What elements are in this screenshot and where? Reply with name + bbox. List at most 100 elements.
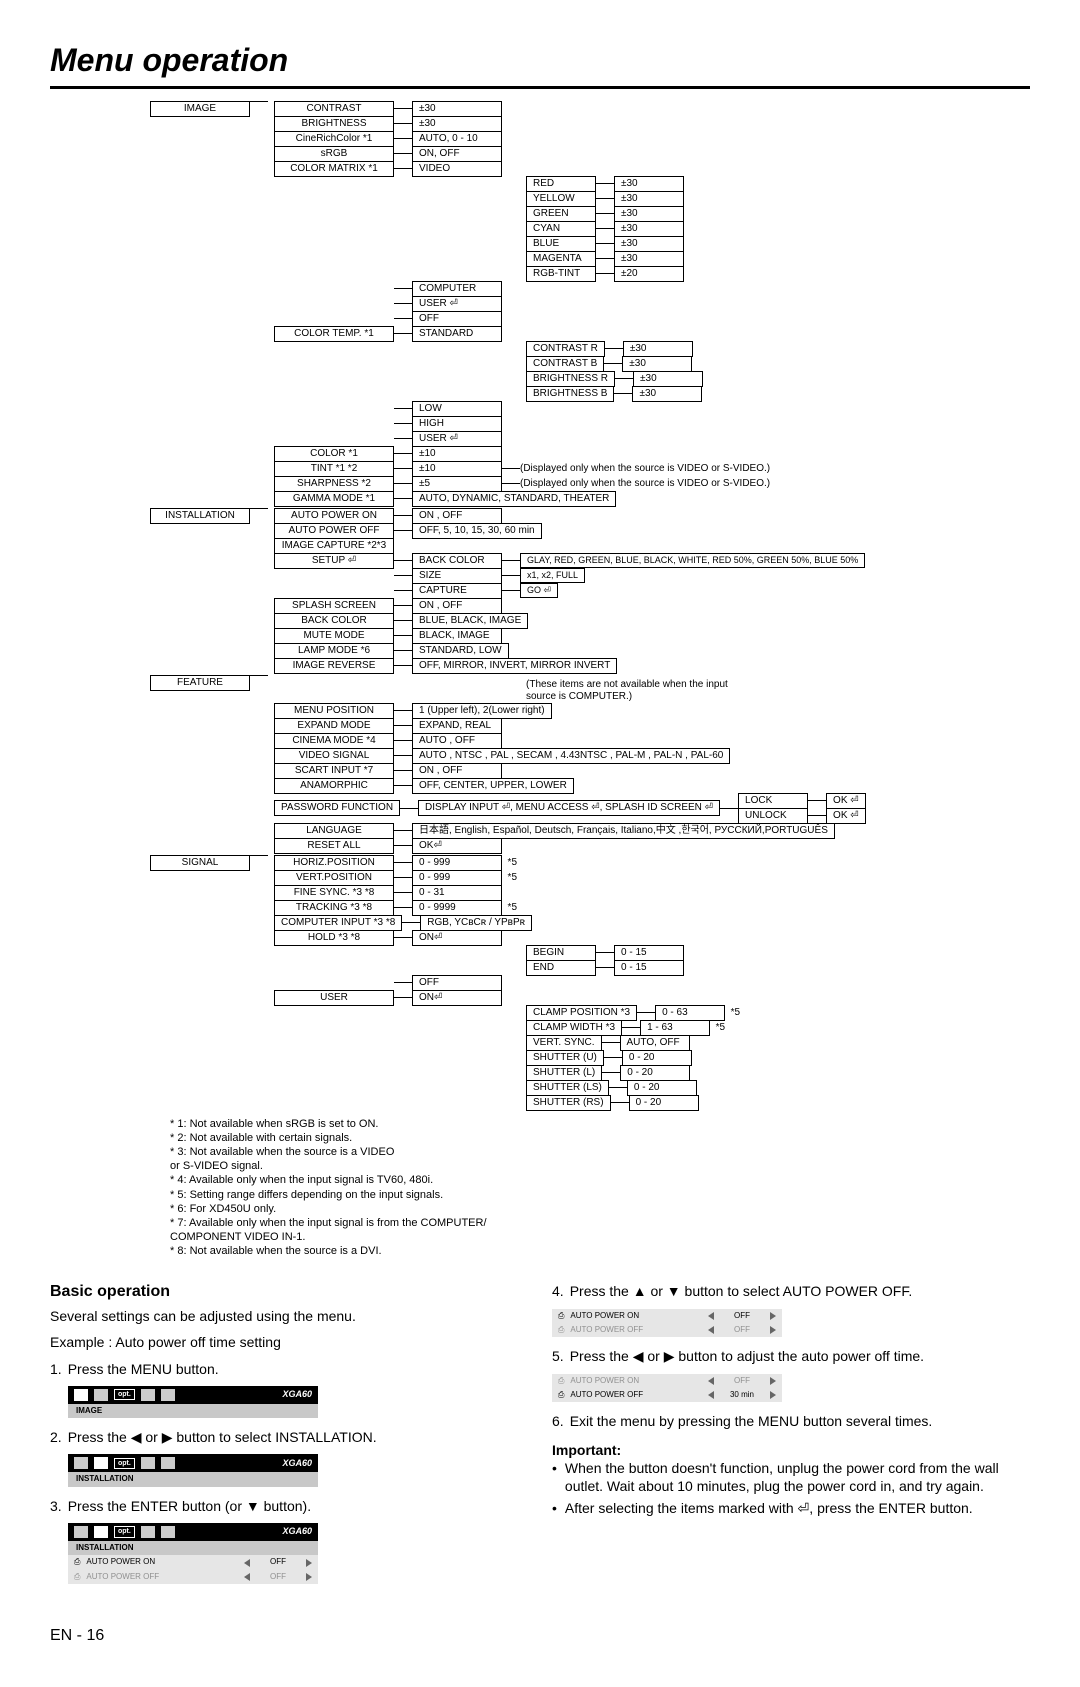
tree-box: ±30: [622, 356, 692, 372]
tree-box: ±30: [614, 176, 684, 192]
left-column: Basic operation Several settings can be …: [50, 1282, 528, 1594]
bullet-1: When the button doesn't function, unplug…: [565, 1459, 1030, 1495]
bullet-2: After selecting the items marked with ⏎,…: [565, 1499, 973, 1517]
tree-box: 0 - 20: [622, 1050, 692, 1066]
tree-box: 0 - 20: [629, 1095, 699, 1111]
tree-box: DISPLAY INPUT ⏎, MENU ACCESS ⏎, SPLASH I…: [418, 800, 720, 816]
tree-box: VIDEO SIGNAL: [274, 748, 394, 764]
tree-box: FINE SYNC. *3 *8: [274, 885, 394, 901]
tree-box: RGB, YCʙCʀ / YPʙPʀ: [420, 915, 532, 931]
tree-box: OK ⏎: [826, 808, 866, 824]
tree-box: CONTRAST: [274, 101, 394, 117]
menu-figure-5: ⎙AUTO POWER ONOFF ⎙AUTO POWER OFF30 min: [552, 1374, 782, 1403]
step-6: Exit the menu by pressing the MENU butto…: [570, 1412, 933, 1430]
tree-box: BLUE: [526, 236, 596, 252]
tree-box: LOCK: [738, 793, 808, 809]
tree-box: CLAMP POSITION *3: [526, 1005, 637, 1021]
intro-1: Several settings can be adjusted using t…: [50, 1307, 528, 1325]
step-2: Press the ◀ or ▶ button to select INSTAL…: [68, 1428, 377, 1446]
tree-box: SIZE: [412, 568, 502, 584]
tree-box: STANDARD, LOW: [412, 643, 509, 659]
tree-box: ±30: [614, 236, 684, 252]
tree-box: GAMMA MODE *1: [274, 491, 394, 507]
tree-box: OFF: [412, 311, 502, 327]
tree-box: CONTRAST R: [526, 341, 605, 357]
step-5: Press the ◀ or ▶ button to adjust the au…: [570, 1347, 924, 1365]
tree-box: 0 - 9999: [412, 900, 502, 916]
tree-box: 0 - 15: [614, 945, 684, 961]
important-heading: Important:: [552, 1441, 1030, 1459]
tree-box: GLAY, RED, GREEN, BLUE, BLACK, WHITE, RE…: [520, 553, 865, 568]
tree-box: COMPUTER INPUT *3 *8: [274, 915, 402, 931]
menu-figure-3: opt. XGA60 INSTALLATION ⎙AUTO POWER ONOF…: [68, 1523, 318, 1584]
footnotes: * 1: Not available when sRGB is set to O…: [150, 1118, 1030, 1259]
tree-box: 日本語, English, Español, Deutsch, Français…: [412, 823, 835, 839]
tree-box: OFF, 5, 10, 15, 30, 60 min: [412, 523, 542, 539]
tree-box: INSTALLATION: [150, 508, 250, 524]
tree-box: ±20: [614, 266, 684, 282]
tree-box: 1 (Upper left), 2(Lower right): [412, 703, 552, 719]
basic-heading: Basic operation: [50, 1282, 528, 1303]
tree-box: PASSWORD FUNCTION: [274, 800, 400, 816]
tree-box: OK ⏎: [826, 793, 866, 809]
tree-box: ±5: [412, 476, 502, 492]
tree-box: COMPUTER: [412, 281, 502, 297]
tree-box: BLUE, BLACK, IMAGE: [412, 613, 528, 629]
tree-box: BACK COLOR: [274, 613, 394, 629]
tree-box: SPLASH SCREEN: [274, 598, 394, 614]
menu-figure-1: opt. XGA60 IMAGE: [68, 1386, 318, 1418]
tree-box: 0 - 999: [412, 870, 502, 886]
tree-box: ±30: [614, 221, 684, 237]
tree-box: RED: [526, 176, 596, 192]
tree-box: END: [526, 960, 596, 976]
tree-box: VERT. SYNC.: [526, 1035, 602, 1051]
tree-box: VIDEO: [412, 161, 502, 177]
tree-box: SHUTTER (RS): [526, 1095, 611, 1111]
tree-box: HIGH: [412, 416, 502, 432]
tree-box: 0 - 999: [412, 855, 502, 871]
tree-box: ±30: [614, 206, 684, 222]
tree-box: BRIGHTNESS: [274, 116, 394, 132]
step-4: Press the ▲ or ▼ button to select AUTO P…: [570, 1282, 913, 1300]
tree-box: CAPTURE: [412, 583, 502, 599]
tree-box: OFF, MIRROR, INVERT, MIRROR INVERT: [412, 658, 617, 674]
tree-box: ±10: [412, 461, 502, 477]
tree-box: ON , OFF: [412, 763, 502, 779]
tree-box: ±30: [412, 101, 502, 117]
tree-box: 0 - 20: [627, 1080, 697, 1096]
tree-box: SHUTTER (U): [526, 1050, 604, 1066]
step-3: Press the ENTER button (or ▼ button).: [68, 1497, 311, 1515]
tree-box: ±30: [412, 116, 502, 132]
tree-box: LANGUAGE: [274, 823, 394, 839]
tree-box: ±30: [614, 191, 684, 207]
tree-box: ON , OFF: [412, 598, 502, 614]
tree-box: MENU POSITION: [274, 703, 394, 719]
tree-box: 0 - 20: [620, 1065, 690, 1081]
tree-box: LAMP MODE *6: [274, 643, 394, 659]
tree-box: YELLOW: [526, 191, 596, 207]
tree-box: SETUP ⏎: [274, 553, 394, 569]
tree-box: 0 - 15: [614, 960, 684, 976]
tree-box: ±30: [632, 386, 702, 402]
tree-box: BLACK, IMAGE: [412, 628, 502, 644]
tree-box: BRIGHTNESS R: [526, 371, 615, 387]
tree-box: AUTO, OFF: [620, 1035, 690, 1051]
tree-box: 0 - 63: [655, 1005, 725, 1021]
menu-figure-4: ⎙AUTO POWER ONOFF ⎙AUTO POWER OFFOFF: [552, 1309, 782, 1338]
menu-figure-2: opt. XGA60 INSTALLATION: [68, 1454, 318, 1486]
tree-box: RESET ALL: [274, 838, 394, 854]
tree-box: 0 - 31: [412, 885, 502, 901]
tree-box: ANAMORPHIC: [274, 778, 394, 794]
tree-box: USER ⏎: [412, 431, 502, 447]
tree-box: AUTO POWER OFF: [274, 523, 394, 539]
tree-box: UNLOCK: [738, 808, 808, 824]
tree-box: TRACKING *3 *8: [274, 900, 394, 916]
tree-box: sRGB: [274, 146, 394, 162]
tree-box: FEATURE: [150, 675, 250, 691]
tree-box: CINEMA MODE *4: [274, 733, 394, 749]
page-title: Menu operation: [50, 40, 1030, 89]
tree-box: COLOR *1: [274, 446, 394, 462]
tree-box: AUTO POWER ON: [274, 508, 394, 524]
tree-box: STANDARD: [412, 326, 502, 342]
tree-box: ON⏎: [412, 930, 502, 946]
